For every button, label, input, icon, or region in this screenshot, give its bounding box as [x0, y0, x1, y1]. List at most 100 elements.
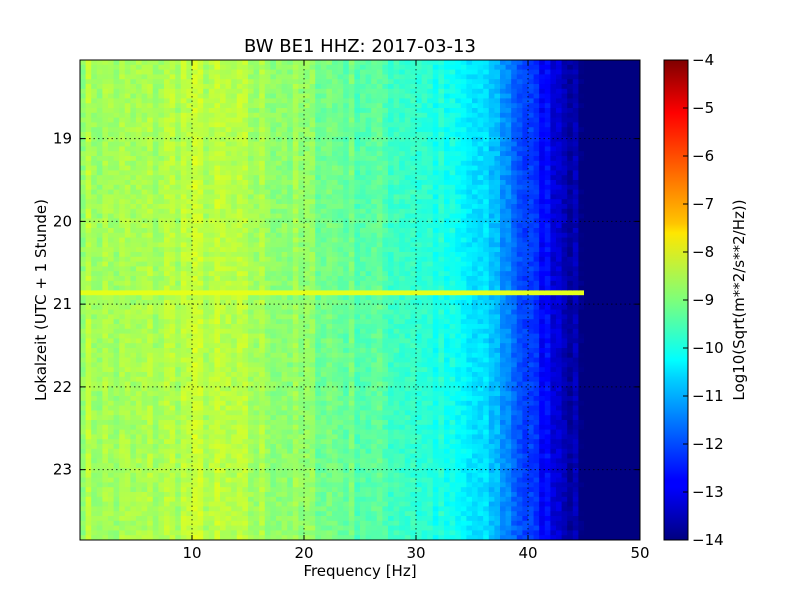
- heatmap-cell: [309, 511, 316, 517]
- heatmap-cell: [348, 256, 355, 263]
- heatmap-cell: [354, 98, 361, 104]
- heatmap-cell: [354, 156, 361, 162]
- heatmap-cell: [152, 328, 159, 335]
- heatmap-cell: [108, 64, 115, 71]
- heatmap-cell: [231, 410, 238, 416]
- heatmap-cell: [253, 175, 260, 181]
- heatmap-cell: [337, 189, 344, 195]
- heatmap-cell: [292, 218, 299, 224]
- heatmap-cell: [320, 520, 327, 527]
- heatmap-cell: [85, 520, 92, 527]
- heatmap-cell: [192, 184, 199, 191]
- heatmap-cell: [270, 463, 277, 469]
- heatmap-cell: [124, 290, 131, 296]
- heatmap-cell: [337, 372, 344, 378]
- heatmap-cell: [186, 271, 193, 277]
- heatmap-cell: [231, 415, 238, 421]
- heatmap-cell: [102, 108, 109, 114]
- heatmap-cell: [315, 194, 322, 200]
- heatmap-cell: [141, 530, 148, 536]
- heatmap-cell: [248, 463, 255, 469]
- heatmap-cell: [169, 516, 176, 522]
- heatmap-cell: [108, 530, 115, 536]
- heatmap-cell: [270, 98, 277, 104]
- heatmap-cell: [197, 444, 204, 450]
- heatmap-cell: [113, 261, 120, 267]
- heatmap-cell: [220, 372, 227, 378]
- heatmap-cell: [253, 492, 260, 498]
- heatmap-cell: [164, 391, 171, 397]
- heatmap-cell: [169, 117, 176, 123]
- heatmap-cell: [332, 492, 339, 498]
- heatmap-cell: [315, 79, 322, 85]
- heatmap-cell: [119, 84, 126, 90]
- heatmap-cell: [242, 304, 249, 311]
- heatmap-cell: [326, 237, 333, 243]
- heatmap-cell: [253, 136, 260, 143]
- heatmap-cell: [354, 127, 361, 133]
- heatmap-cell: [197, 175, 204, 181]
- heatmap-cell: [186, 487, 193, 493]
- heatmap-cell: [281, 199, 288, 205]
- heatmap-cell: [152, 309, 159, 315]
- heatmap-cell: [231, 189, 238, 195]
- heatmap-cell: [85, 175, 92, 181]
- heatmap-cell: [292, 132, 299, 138]
- heatmap-cell: [214, 496, 221, 503]
- heatmap-cell: [169, 223, 176, 229]
- heatmap-cell: [124, 136, 131, 143]
- heatmap-cell: [332, 295, 339, 301]
- heatmap-cell: [186, 386, 193, 392]
- heatmap-cell: [175, 492, 182, 498]
- heatmap-cell: [304, 199, 311, 205]
- heatmap-cell: [113, 213, 120, 219]
- heatmap-cell: [203, 501, 210, 507]
- heatmap-cell: [147, 343, 154, 349]
- heatmap-cell: [169, 69, 176, 75]
- heatmap-cell: [292, 386, 299, 392]
- heatmap-cell: [354, 189, 361, 195]
- heatmap-cell: [242, 151, 249, 157]
- heatmap-cell: [225, 362, 232, 368]
- heatmap-cell: [80, 194, 87, 200]
- heatmap-cell: [276, 74, 283, 80]
- heatmap-cell: [281, 396, 288, 402]
- heatmap-cell: [102, 328, 109, 335]
- heatmap-cell: [253, 151, 260, 157]
- heatmap-cell: [119, 463, 126, 469]
- heatmap-cell: [119, 415, 126, 421]
- heatmap-cell: [281, 372, 288, 378]
- heatmap-cell: [326, 352, 333, 359]
- heatmap-cell: [113, 463, 120, 469]
- heatmap-cell: [197, 472, 204, 479]
- heatmap-cell: [348, 146, 355, 152]
- heatmap-cell: [248, 496, 255, 503]
- heatmap-cell: [180, 223, 187, 229]
- heatmap-cell: [152, 208, 159, 215]
- heatmap-cell: [169, 420, 176, 426]
- heatmap-cell: [248, 98, 255, 104]
- heatmap-cell: [164, 511, 171, 517]
- heatmap-cell: [220, 285, 227, 291]
- heatmap-cell: [180, 146, 187, 152]
- heatmap-cell: [304, 247, 311, 253]
- heatmap-cell: [242, 132, 249, 138]
- heatmap-cell: [169, 132, 176, 138]
- heatmap-cell: [208, 482, 215, 488]
- heatmap-cell: [85, 420, 92, 426]
- heatmap-cell: [248, 117, 255, 123]
- heatmap-cell: [337, 112, 344, 119]
- heatmap-cell: [309, 141, 316, 147]
- heatmap-cell: [152, 362, 159, 368]
- heatmap-cell: [337, 285, 344, 291]
- heatmap-cell: [96, 247, 103, 253]
- heatmap-cell: [130, 242, 137, 248]
- heatmap-cell: [113, 184, 120, 191]
- heatmap-cell: [348, 189, 355, 195]
- heatmap-cell: [343, 132, 350, 138]
- heatmap-cell: [236, 127, 243, 133]
- heatmap-cell: [315, 266, 322, 272]
- heatmap-cell: [203, 472, 210, 479]
- heatmap-cell: [136, 132, 143, 138]
- heatmap-cell: [136, 112, 143, 119]
